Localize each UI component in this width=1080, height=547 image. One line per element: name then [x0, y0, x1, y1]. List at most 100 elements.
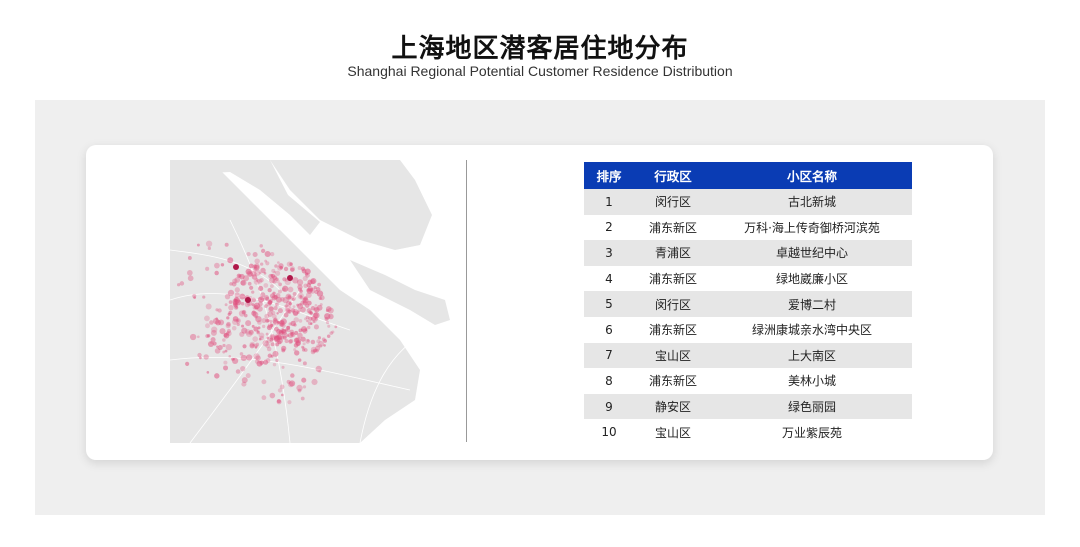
west-land: [170, 160, 320, 235]
customer-dot: [223, 365, 229, 371]
customer-dot: [241, 310, 246, 315]
cell-district: 闵行区: [634, 189, 712, 215]
customer-dot: [235, 302, 238, 306]
customer-dot: [205, 240, 213, 247]
customer-dot: [246, 354, 253, 361]
customer-dot: [239, 352, 244, 356]
customer-dot: [293, 348, 297, 352]
customer-dot: [276, 312, 279, 315]
customer-dot: [187, 256, 192, 260]
customer-dot: [310, 277, 317, 284]
cell-district: 宝山区: [634, 342, 712, 369]
customer-dot: [317, 282, 322, 287]
shanghai-density-map: [170, 160, 460, 443]
customer-dot: [272, 350, 279, 357]
customer-dot: [251, 324, 255, 328]
customer-dot: [264, 259, 268, 263]
customer-dot: [304, 328, 308, 332]
customer-dot: [286, 325, 290, 330]
customer-dot: [252, 264, 257, 269]
customer-dot: [278, 263, 284, 269]
cell-district: 青浦区: [634, 240, 712, 266]
customer-dot: [233, 305, 239, 310]
cell-community: 爱博二村: [712, 291, 912, 317]
customer-dot: [287, 295, 292, 300]
customer-dot: [246, 251, 251, 257]
customer-dot: [228, 355, 232, 358]
customer-dot: [256, 360, 263, 367]
customer-dot: [249, 341, 256, 348]
customer-dot: [270, 335, 274, 339]
table-row: 9 静安区 绿色丽园: [584, 393, 912, 420]
customer-dot: [246, 270, 253, 277]
customer-dot: [286, 325, 291, 330]
customer-dot: [313, 312, 320, 319]
customer-dot: [318, 296, 322, 301]
customer-dot: [271, 310, 276, 316]
customer-dot: [316, 304, 323, 311]
customer-dot: [234, 287, 240, 293]
customer-dot: [290, 332, 295, 336]
customer-dot: [267, 311, 273, 318]
customer-dot: [248, 330, 254, 336]
customer-dot: [325, 309, 329, 313]
customer-dot: [300, 396, 305, 401]
customer-dot: [261, 318, 267, 324]
customer-dot: [297, 332, 303, 339]
customer-dot: [240, 280, 246, 286]
customer-dot: [306, 319, 309, 323]
customer-dot: [241, 381, 247, 387]
customer-dot: [202, 295, 206, 299]
customer-dot: [301, 345, 305, 349]
customer-dot: [279, 265, 284, 270]
customer-dot: [215, 308, 219, 312]
customer-dot: [297, 358, 302, 362]
customer-dot: [303, 296, 308, 301]
table-row: 5 闵行区 爱博二村: [584, 291, 912, 317]
customer-dot: [302, 342, 306, 346]
customer-dot: [192, 293, 197, 299]
customer-dot: [214, 348, 221, 354]
customer-dot: [282, 335, 287, 340]
customer-dot: [305, 292, 312, 299]
cell-community: 万业紫辰苑: [781, 425, 842, 440]
customer-dot: [329, 331, 334, 335]
customer-dot: [282, 285, 289, 292]
customer-dot: [254, 258, 260, 264]
cell-district: 浦东新区: [648, 323, 697, 338]
customer-dot: [290, 331, 295, 337]
customer-dot: [270, 251, 275, 257]
customer-dot: [232, 278, 238, 284]
customer-dot: [263, 304, 268, 309]
customer-dot: [245, 320, 252, 327]
customer-dot: [228, 304, 234, 311]
customer-dot: [196, 243, 200, 247]
customer-dot: [253, 353, 260, 360]
customer-dot: [215, 317, 219, 321]
customer-dot: [297, 309, 301, 313]
customer-dot: [296, 303, 300, 307]
customer-dot: [253, 304, 259, 310]
table-row: 3 青浦区 卓越世纪中心: [584, 240, 912, 266]
customer-dot: [252, 311, 259, 318]
customer-dot: [272, 362, 277, 367]
cell-community: 绿地崴廉小区: [775, 272, 848, 287]
customer-dot: [265, 343, 271, 349]
customer-dot: [276, 334, 282, 340]
cell-rank: 3: [584, 240, 634, 266]
customer-dot: [269, 392, 276, 399]
customer-dot: [298, 319, 303, 323]
customer-dot: [259, 277, 264, 283]
customer-dot: [226, 321, 231, 327]
customer-dot: [217, 308, 222, 313]
customer-dot: [313, 307, 318, 312]
customer-dot: [309, 287, 316, 294]
customer-dot: [281, 393, 284, 397]
customer-dot: [287, 400, 292, 405]
hotspot-dot: [245, 297, 251, 303]
customer-dot: [222, 343, 226, 348]
customer-dot: [231, 325, 237, 331]
cell-district: 浦东新区: [648, 374, 697, 389]
customer-dot: [287, 294, 291, 299]
customer-dot: [279, 322, 284, 327]
